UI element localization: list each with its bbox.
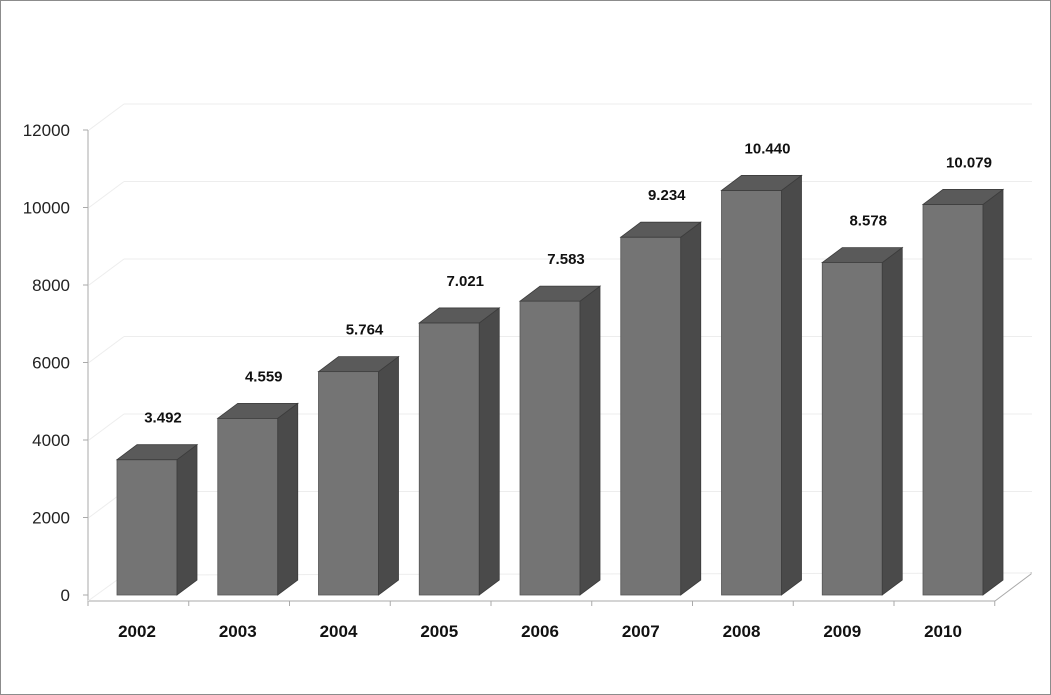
bar-top — [216, 402, 299, 419]
y-tick-label: 8000 — [32, 276, 70, 295]
bar-side — [176, 443, 198, 596]
y-tick-label: 4000 — [32, 431, 70, 450]
data-label: 7.583 — [547, 251, 585, 268]
bar — [317, 355, 400, 596]
bar-top — [720, 175, 803, 191]
data-label: 10.079 — [946, 154, 992, 171]
bar-front — [318, 371, 379, 596]
x-tick-label: 2004 — [320, 622, 358, 641]
bar-top — [821, 247, 904, 264]
data-label: 5.764 — [346, 322, 384, 339]
bar-top — [518, 285, 602, 302]
data-label: 3.492 — [144, 410, 182, 427]
data-labels: 3.492 4.559 5.764 7.021 7.583 9.234 10.440 8.57… — [144, 140, 992, 426]
bar-side — [378, 355, 399, 596]
gridline-side — [88, 336, 125, 363]
bar — [619, 221, 702, 596]
x-tick-label: 2008 — [723, 622, 761, 641]
data-label: 9.234 — [648, 187, 686, 204]
bar-top — [115, 444, 199, 461]
gridline-side — [88, 103, 125, 131]
bar-front — [519, 300, 581, 596]
x-tick-label: 2002 — [118, 622, 156, 641]
bar-front — [922, 204, 984, 596]
data-label: 10.440 — [745, 140, 791, 157]
x-tick-label: 2003 — [219, 622, 257, 641]
gridline-side — [88, 258, 125, 286]
bar-side — [579, 285, 601, 596]
bar — [518, 285, 602, 596]
data-label: 4.559 — [245, 368, 283, 385]
bar-top — [619, 221, 702, 238]
bar-front — [116, 459, 178, 596]
x-tick-label: 2006 — [521, 622, 559, 641]
bar-side — [982, 188, 1004, 596]
y-axis-tick-labels: 0 2000 4000 6000 8000 10000 12000 — [23, 121, 70, 605]
bar-side — [881, 246, 903, 596]
y-tick-label: 0 — [61, 586, 70, 605]
y-tick-label: 6000 — [32, 354, 70, 373]
bar-side — [781, 174, 802, 596]
bar — [418, 307, 501, 596]
bars — [115, 174, 1005, 596]
data-label: 7.021 — [446, 273, 484, 290]
bar — [921, 188, 1005, 596]
bar-front — [217, 417, 279, 596]
y-tick-label: 12000 — [23, 121, 70, 140]
bar-top — [921, 189, 1005, 205]
x-tick-label: 2010 — [924, 622, 962, 641]
x-tick-label: 2007 — [622, 622, 660, 641]
y-tick-label: 10000 — [23, 199, 70, 218]
bar — [720, 174, 803, 596]
bar-front — [821, 262, 883, 596]
bar-side — [277, 402, 299, 596]
bar-top — [418, 307, 501, 324]
y-tick-label: 2000 — [32, 509, 70, 528]
bar-front — [721, 190, 782, 596]
bar-top — [317, 356, 400, 373]
bar-side — [680, 221, 702, 596]
gridline-side — [88, 413, 125, 441]
x-tick-label: 2005 — [420, 622, 458, 641]
x-tick-label: 2009 — [823, 622, 861, 641]
bar-front — [620, 236, 682, 596]
bar-side — [478, 307, 500, 596]
bar — [115, 443, 199, 596]
bar-front — [418, 322, 480, 596]
bar — [821, 246, 904, 596]
gridline-side — [88, 181, 125, 208]
data-label: 8.578 — [849, 213, 887, 230]
x-axis-tick-labels: 2002 2003 2004 2005 2006 2007 2008 2009 2010 — [118, 622, 962, 641]
bar — [216, 402, 299, 596]
